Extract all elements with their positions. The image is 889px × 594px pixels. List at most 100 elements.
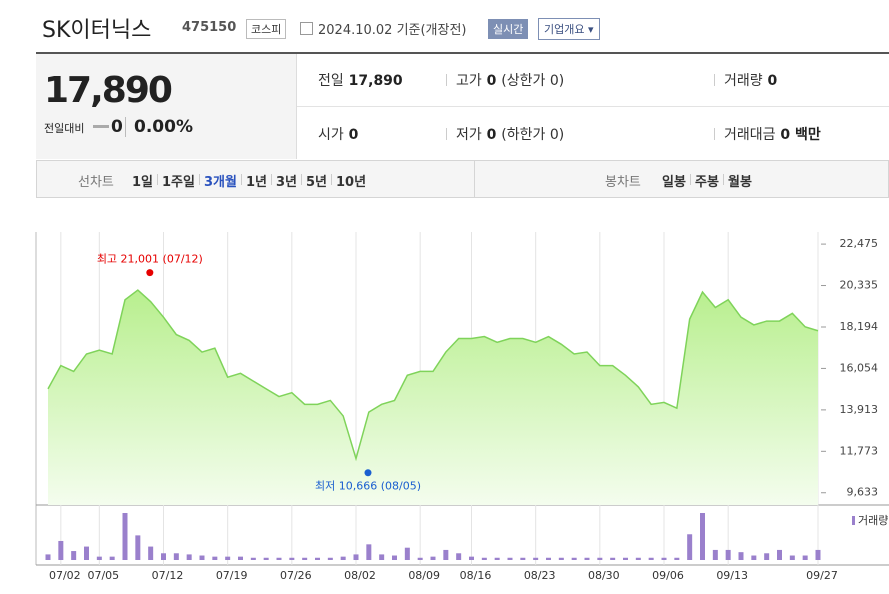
volume-bar	[302, 557, 308, 560]
tab-sep	[271, 174, 272, 185]
volume-bar	[725, 549, 731, 560]
y-tick-label: 20,335	[840, 279, 879, 292]
volume-bar	[173, 553, 179, 560]
y-tick-label: 11,773	[840, 444, 879, 457]
tab-bar	[36, 160, 889, 198]
volume-bar	[777, 549, 782, 560]
date: 2024.10.02 기준(개장전)	[318, 23, 467, 38]
tab-period[interactable]: 주봉	[695, 175, 719, 190]
tab-divider	[474, 161, 475, 197]
cell-label: 거래량	[724, 73, 763, 89]
tab-period[interactable]: 1일	[132, 175, 154, 190]
quote-cell: 거래량 0	[724, 70, 777, 90]
volume-bar	[764, 553, 770, 560]
flat-icon	[93, 125, 109, 128]
volume-bar	[815, 549, 821, 560]
volume-bar	[661, 557, 667, 560]
volume-bar	[674, 557, 680, 560]
volume-bar	[687, 534, 693, 560]
quote-cell: 고가 0 (상한가 0)	[456, 70, 564, 90]
x-tick-label: 07/26	[280, 569, 312, 582]
volume-bar	[186, 554, 192, 560]
tab-period[interactable]: 일봉	[662, 175, 686, 190]
row-divider	[297, 106, 889, 107]
volume-bar	[84, 546, 89, 560]
tab-period[interactable]: 10년	[336, 175, 367, 190]
tab-sep	[301, 174, 302, 185]
quote-cell: 저가 0 (하한가 0)	[456, 124, 564, 144]
x-tick-label: 08/16	[460, 569, 492, 582]
x-tick-label: 07/02	[49, 569, 81, 582]
cell-sep	[714, 128, 715, 140]
cell-label: 시가	[318, 127, 344, 143]
annotation-label: 최저 10,666 (08/05)	[315, 480, 421, 493]
price-area	[48, 290, 818, 505]
tab-period[interactable]: 1주일	[162, 175, 195, 190]
cell-sep	[446, 74, 447, 86]
volume-bar	[327, 557, 333, 560]
quote-cell: 거래대금 0 백만	[724, 124, 821, 144]
volume-bar	[315, 557, 320, 560]
volume-bar	[58, 540, 64, 560]
company-label: 기업개요	[544, 23, 585, 36]
x-tick-label: 09/13	[716, 569, 748, 582]
change-pct: 0.00%	[125, 117, 193, 137]
volume-bar	[45, 554, 51, 560]
x-tick-label: 07/05	[87, 569, 119, 582]
cell-sub: (하한가 0)	[501, 127, 565, 143]
volume-bar	[648, 557, 654, 560]
volume-bar	[340, 556, 346, 560]
volume-bar	[199, 555, 205, 560]
volume-bar	[751, 555, 757, 560]
volume-bar	[738, 552, 744, 560]
cell-label: 고가	[456, 73, 482, 89]
y-tick-label: 9,633	[847, 486, 879, 499]
tab-sep	[331, 174, 332, 185]
y-tick-label: 22,475	[840, 237, 879, 250]
tab-sep	[199, 174, 200, 185]
tab-period[interactable]: 월봉	[728, 175, 752, 190]
tab-period[interactable]: 3년	[276, 175, 298, 190]
volume-bar	[533, 557, 539, 560]
volume-bar	[276, 557, 282, 560]
x-tick-label: 08/23	[524, 569, 556, 582]
volume-bar	[584, 557, 590, 560]
market-badge: 코스피	[246, 19, 287, 39]
tab-sep	[690, 174, 691, 185]
volume-bar	[494, 557, 500, 560]
tab-sep	[157, 174, 158, 185]
title: SK이터닉스	[42, 18, 152, 43]
calendar-icon	[300, 22, 313, 35]
x-tick-label: 08/30	[588, 569, 620, 582]
tab-label: 선차트	[78, 175, 114, 190]
tab-period[interactable]: 1년	[246, 175, 268, 190]
tab-period[interactable]: 3개월	[204, 175, 237, 190]
legend-label: 거래량	[858, 514, 888, 527]
company-button[interactable]: 기업개요 ▾	[538, 18, 600, 40]
volume-bar	[379, 554, 385, 560]
cell-value: 0	[486, 127, 497, 143]
volume-bar	[135, 535, 141, 560]
realtime-button[interactable]: 실시간	[488, 19, 529, 39]
tab-period[interactable]: 5년	[306, 175, 328, 190]
volume-bar	[366, 544, 372, 560]
annotation-dot	[364, 469, 372, 477]
tab-sep	[241, 174, 242, 185]
volume-bar	[212, 556, 218, 560]
x-tick-label: 08/09	[408, 569, 440, 582]
cell-sub: (상한가 0)	[501, 73, 565, 89]
x-tick-label: 09/27	[806, 569, 838, 582]
change-label: 전일대비	[44, 122, 85, 135]
volume-bar	[161, 553, 166, 560]
volume-bar	[481, 557, 487, 560]
legend-swatch	[852, 516, 855, 525]
volume-bar	[712, 549, 718, 560]
cell-label: 전일	[318, 73, 344, 89]
x-tick-label: 07/19	[216, 569, 248, 582]
code: 475150	[182, 20, 237, 35]
volume-bar	[558, 557, 564, 560]
volume-bar	[597, 557, 603, 560]
cell-sep	[714, 74, 715, 86]
volume-bar	[250, 557, 256, 560]
